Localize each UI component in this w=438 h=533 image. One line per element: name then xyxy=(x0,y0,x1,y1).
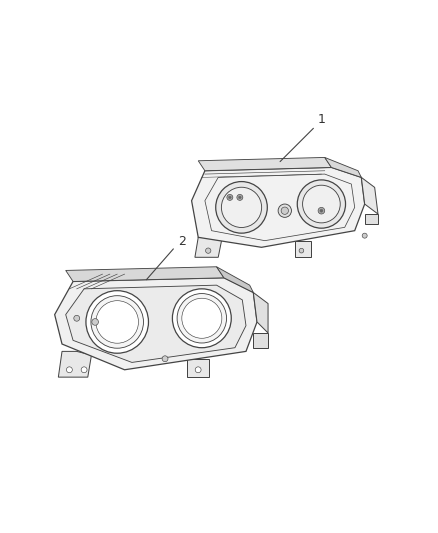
Polygon shape xyxy=(195,237,222,257)
Circle shape xyxy=(215,182,267,233)
Circle shape xyxy=(237,195,243,200)
Circle shape xyxy=(91,296,144,348)
Polygon shape xyxy=(253,333,268,348)
Polygon shape xyxy=(187,359,209,377)
Polygon shape xyxy=(216,266,253,293)
Polygon shape xyxy=(66,266,224,281)
Circle shape xyxy=(303,185,340,223)
Circle shape xyxy=(177,294,226,343)
Circle shape xyxy=(162,356,168,362)
Circle shape xyxy=(92,319,99,325)
Polygon shape xyxy=(253,293,268,333)
Circle shape xyxy=(205,248,211,253)
Polygon shape xyxy=(365,214,378,224)
Polygon shape xyxy=(66,285,246,362)
Polygon shape xyxy=(191,167,365,247)
Polygon shape xyxy=(361,177,378,214)
Polygon shape xyxy=(325,157,361,177)
Polygon shape xyxy=(55,278,257,370)
Text: 2: 2 xyxy=(178,235,186,248)
Circle shape xyxy=(229,196,231,199)
Circle shape xyxy=(299,248,304,253)
Circle shape xyxy=(195,367,201,373)
Circle shape xyxy=(281,207,289,214)
Circle shape xyxy=(221,187,261,228)
Circle shape xyxy=(96,301,138,343)
Circle shape xyxy=(278,204,291,217)
Circle shape xyxy=(362,233,367,238)
Polygon shape xyxy=(295,241,311,257)
Circle shape xyxy=(81,367,87,373)
Polygon shape xyxy=(58,351,92,377)
Circle shape xyxy=(297,180,346,228)
Circle shape xyxy=(86,290,148,353)
Text: 1: 1 xyxy=(318,114,326,126)
Circle shape xyxy=(74,316,80,321)
Circle shape xyxy=(227,195,233,200)
Circle shape xyxy=(320,209,323,212)
Circle shape xyxy=(182,298,222,338)
Circle shape xyxy=(318,207,325,214)
Circle shape xyxy=(67,367,72,373)
Polygon shape xyxy=(198,157,332,171)
Circle shape xyxy=(173,289,231,348)
Circle shape xyxy=(239,196,241,199)
